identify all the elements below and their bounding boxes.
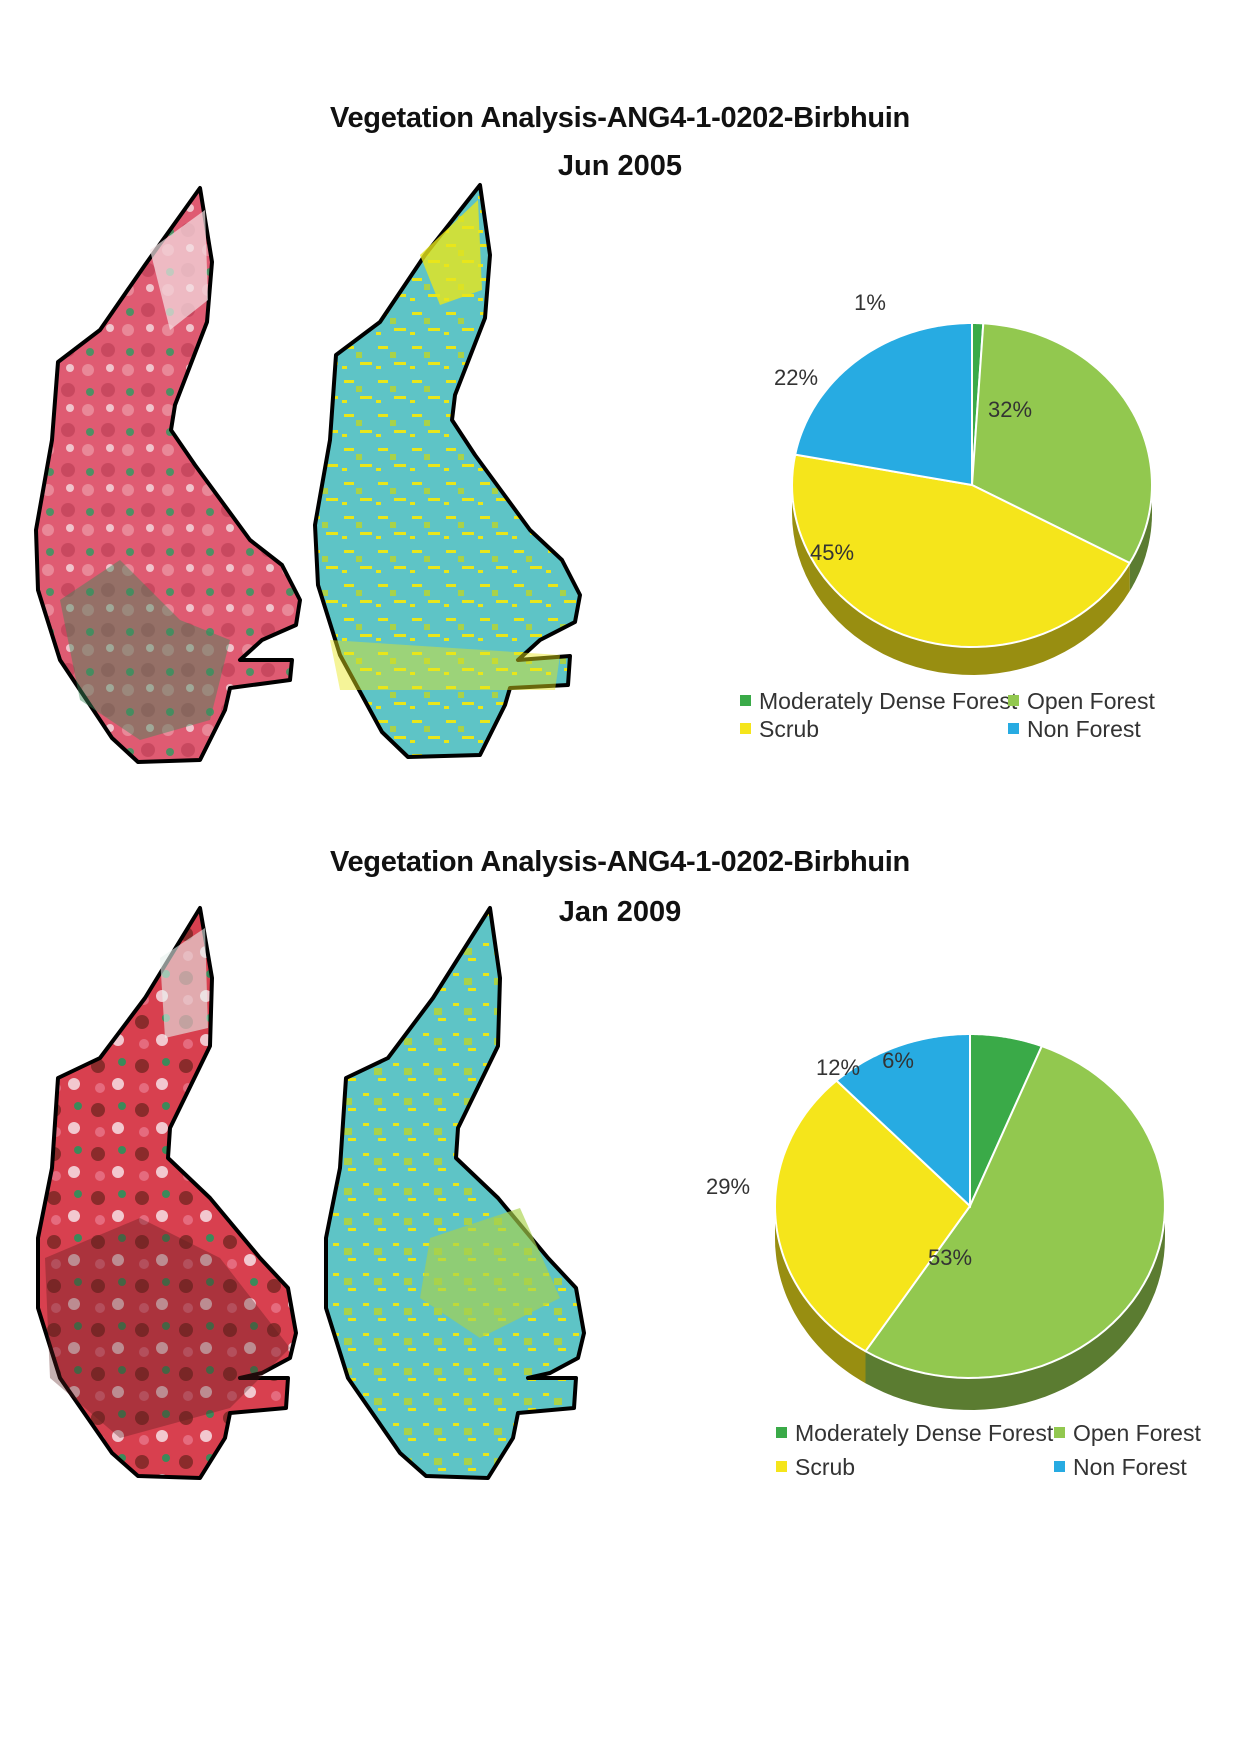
pie-data-label: 12% xyxy=(816,1055,860,1080)
pie-slice-non-forest xyxy=(834,1033,971,1209)
legend-item-scrub: Scrub xyxy=(740,716,819,743)
legend-item-scrub: Scrub xyxy=(776,1454,855,1481)
legend-swatch xyxy=(740,723,751,735)
legend-swatch xyxy=(1054,1427,1065,1439)
legend-swatch xyxy=(1008,723,1019,735)
legend-swatch xyxy=(740,695,751,707)
legend-swatch xyxy=(776,1427,787,1439)
legend-item-open-forest: Open Forest xyxy=(1008,688,1155,715)
fcc-map-2009 xyxy=(36,906,298,1480)
chart-title: Vegetation Analysis-ANG4-1-0202-Birbhuin xyxy=(330,846,910,878)
pie-data-label: 32% xyxy=(988,397,1032,422)
pie-data-label: 1% xyxy=(854,290,886,315)
classified-map-2005 xyxy=(313,183,582,759)
legend-swatch xyxy=(1054,1461,1065,1473)
panel-2005: Vegetation Analysis-ANG4-1-0202-Birbhuin… xyxy=(34,102,1155,764)
legend-item-open-forest: Open Forest xyxy=(1054,1420,1201,1447)
pie-data-label: 29% xyxy=(706,1174,750,1199)
pie-side-open-forest xyxy=(1129,485,1152,591)
legend-item-non-forest: Non Forest xyxy=(1054,1454,1187,1481)
legend-swatch xyxy=(1008,695,1019,707)
pie-data-label: 53% xyxy=(928,1245,972,1270)
chart-subtitle: Jan 2009 xyxy=(558,896,682,928)
pie-slice-scrub xyxy=(773,1079,972,1353)
pie-slice-scrub xyxy=(790,453,1132,649)
chart-subtitle: Jun 2005 xyxy=(557,150,683,182)
legend-item-moderately-dense-forest: Moderately Dense Forest xyxy=(740,688,1017,715)
pie-data-label: 6% xyxy=(882,1048,914,1073)
pie-chart-2009: 6% 53% 29% 12% xyxy=(706,1033,1166,1410)
pie-slice-non-forest xyxy=(793,322,973,487)
pie-side-open-forest xyxy=(865,1206,1165,1410)
pie-data-label: 22% xyxy=(774,365,818,390)
legend-swatch xyxy=(776,1461,787,1473)
pie-chart-2005: 1% 32% 45% 22% xyxy=(774,290,1154,675)
pie-data-label: 45% xyxy=(810,540,854,565)
pie-side-scrub xyxy=(775,1206,866,1384)
classified-map-2009 xyxy=(324,906,586,1480)
legend-item-moderately-dense-forest: Moderately Dense Forest xyxy=(776,1420,1053,1447)
pie-side-scrub xyxy=(792,485,1130,675)
fcc-map-2005 xyxy=(34,186,302,764)
chart-title: Vegetation Analysis-ANG4-1-0202-Birbhuin xyxy=(330,102,910,134)
pie-slice-moderately-dense-forest xyxy=(969,1033,1044,1207)
legend-item-non-forest: Non Forest xyxy=(1008,716,1141,743)
pie-slice-open-forest xyxy=(970,322,1154,565)
pie-slice-open-forest xyxy=(864,1044,1166,1380)
panel-2009: Vegetation Analysis-ANG4-1-0202-Birbhuin… xyxy=(0,846,1240,1756)
